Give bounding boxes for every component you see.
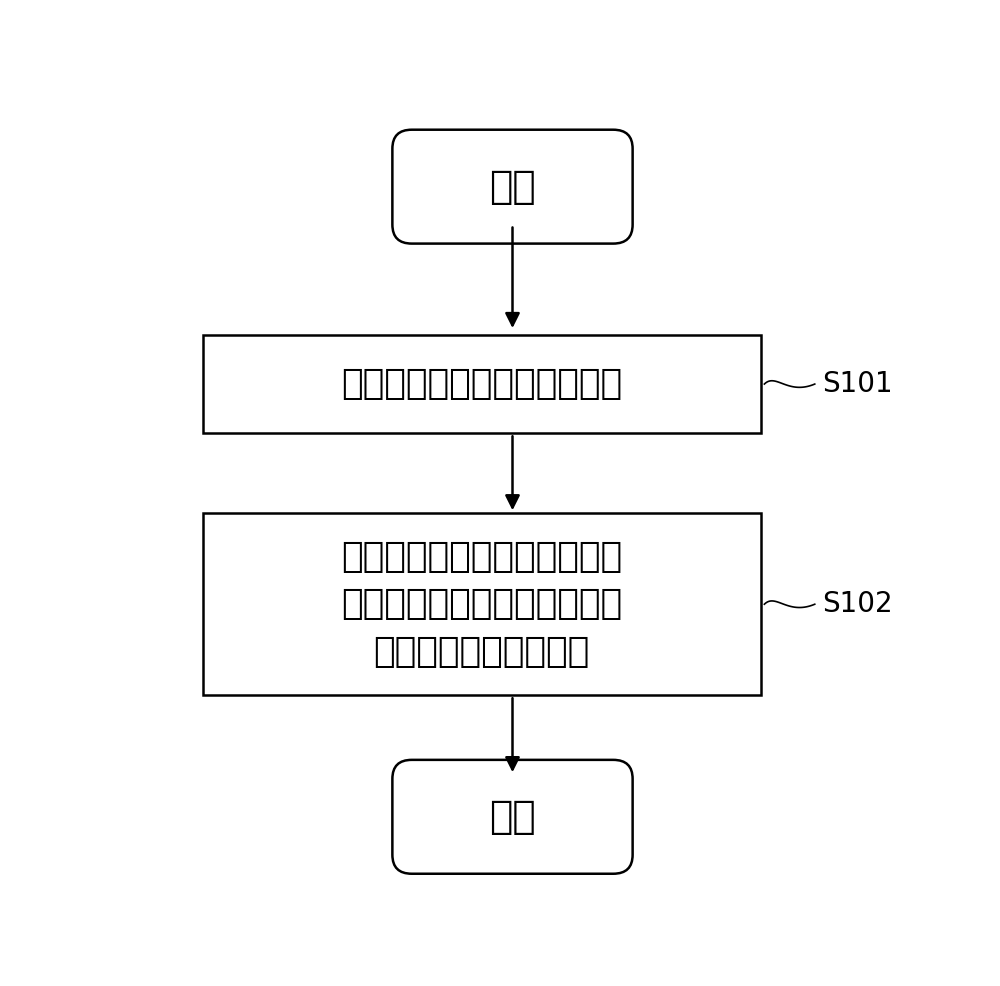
Text: 开始: 开始	[489, 168, 536, 206]
FancyBboxPatch shape	[392, 760, 633, 874]
Text: 获取地震数据的叠前速度模型: 获取地震数据的叠前速度模型	[341, 367, 622, 401]
Text: 结束: 结束	[489, 798, 536, 836]
Text: S102: S102	[822, 591, 893, 618]
FancyBboxPatch shape	[392, 130, 633, 244]
Text: 对所述地震数据的叠前速度模
型进行编辑平滑处理来获取地
震数据的初始速度模型: 对所述地震数据的叠前速度模 型进行编辑平滑处理来获取地 震数据的初始速度模型	[341, 539, 622, 669]
FancyBboxPatch shape	[203, 334, 761, 434]
Text: S101: S101	[822, 370, 893, 398]
FancyBboxPatch shape	[203, 513, 761, 695]
